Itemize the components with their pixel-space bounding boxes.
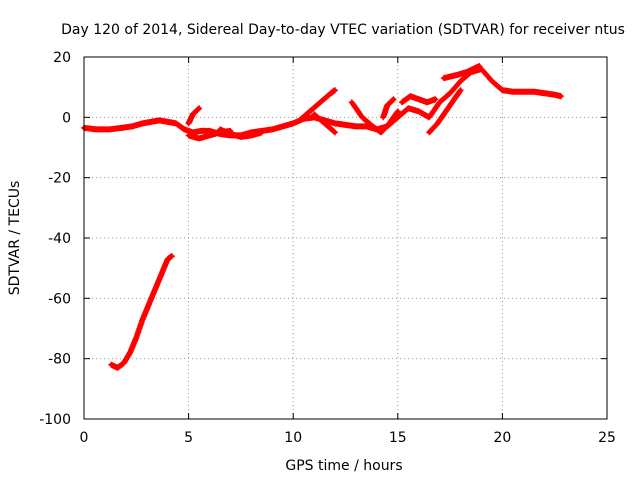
- series-points: [185, 105, 203, 127]
- x-tick-label: 0: [80, 430, 89, 446]
- y-axis-label: SDTVAR / TECUs: [7, 181, 23, 296]
- series-points: [217, 126, 265, 140]
- x-tick-label: 5: [184, 430, 193, 446]
- series-points: [108, 253, 175, 371]
- series-points: [426, 87, 464, 136]
- chart-title: Day 120 of 2014, Sidereal Day-to-day VTE…: [61, 22, 625, 38]
- x-tick-label: 15: [389, 430, 407, 446]
- x-tick-label: 25: [598, 430, 616, 446]
- y-tick-label: -100: [39, 412, 71, 428]
- series-layer: [81, 63, 564, 371]
- plot-frame: [83, 56, 608, 420]
- x-tick-label: 10: [284, 430, 302, 446]
- x-tick-label: 20: [493, 430, 511, 446]
- series-points: [380, 96, 397, 121]
- y-tick-label: -60: [48, 291, 71, 307]
- series-points: [399, 93, 439, 106]
- y-tick-label: -20: [48, 171, 71, 187]
- y-tick-label: -80: [48, 352, 71, 368]
- series-points: [311, 111, 338, 136]
- series-points: [440, 63, 483, 82]
- y-tick-label: -40: [48, 231, 71, 247]
- y-tick-label: 20: [53, 50, 71, 66]
- series-points: [348, 99, 401, 136]
- x-axis-label: GPS time / hours: [285, 458, 402, 474]
- series-points: [296, 87, 338, 124]
- y-tick-label: 0: [62, 110, 71, 126]
